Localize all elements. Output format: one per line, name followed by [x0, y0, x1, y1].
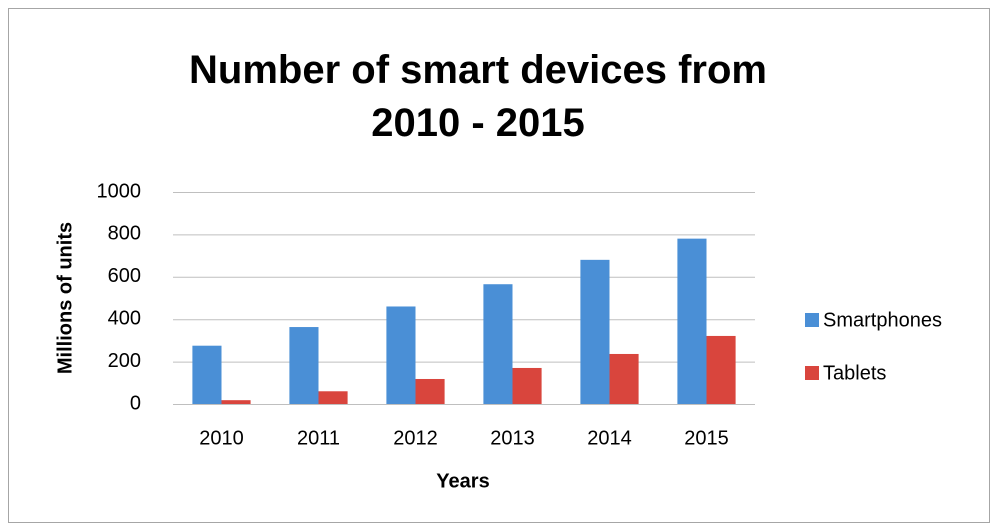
bar: [386, 306, 416, 404]
x-tick-label: 2012: [393, 427, 438, 449]
x-tick-label: 2014: [587, 427, 632, 449]
bar: [192, 345, 222, 404]
bar: [580, 259, 610, 404]
bar: [289, 327, 319, 404]
y-tick-label: 200: [108, 350, 141, 372]
x-tick-label: 2013: [490, 427, 535, 449]
x-tick-label: 2011: [297, 427, 340, 449]
y-tick-label: 400: [108, 307, 141, 329]
x-tick-label: 2010: [199, 427, 244, 449]
bar: [221, 400, 251, 404]
bar: [415, 378, 445, 404]
y-tick-label: 800: [108, 223, 141, 245]
y-tick-label: 0: [130, 392, 141, 414]
bar: [609, 353, 639, 404]
chart-title: Number of smart devices from 2010 - 2015: [189, 48, 767, 145]
y-tick-label: 1000: [97, 180, 142, 202]
legend-label: Tablets: [823, 362, 886, 384]
bar: [483, 284, 513, 404]
bar: [318, 391, 348, 404]
legend-swatch: [805, 366, 819, 380]
x-axis-label: Years: [436, 470, 489, 492]
y-axis-label: Millions of units: [54, 222, 76, 374]
bar: [512, 367, 542, 404]
bar: [677, 238, 707, 404]
x-tick-label: 2015: [684, 427, 729, 449]
legend-swatch: [805, 313, 819, 327]
legend-label: Smartphones: [823, 309, 942, 331]
chart-border: [8, 8, 990, 523]
y-tick-label: 600: [108, 265, 141, 287]
bar: [706, 335, 736, 404]
